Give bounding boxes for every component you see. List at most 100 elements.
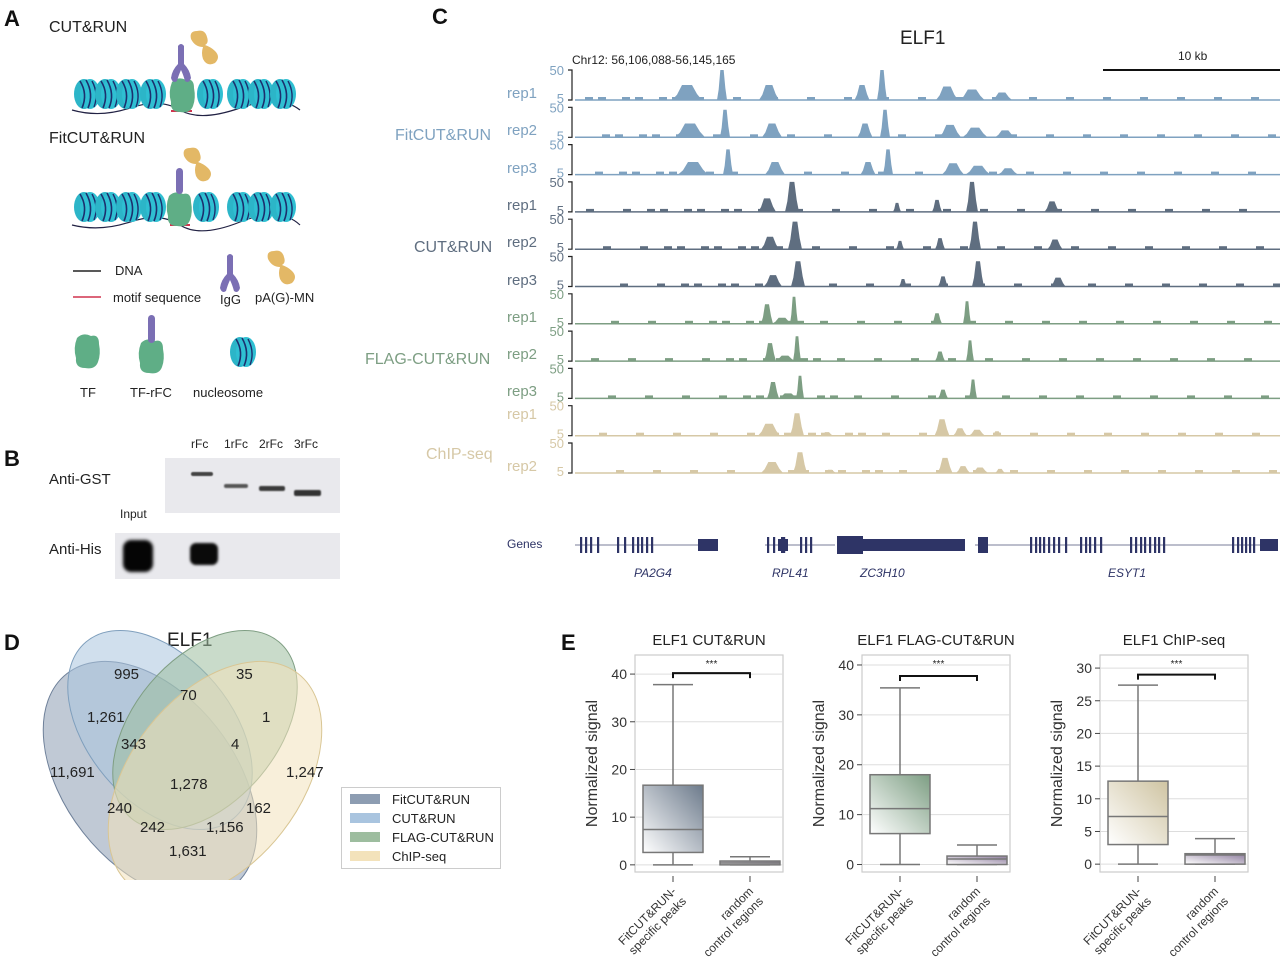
band xyxy=(294,490,321,496)
signal-blip xyxy=(1128,208,1136,212)
signal-blip xyxy=(849,246,857,250)
plot-frame xyxy=(634,654,784,873)
gene-label-rpl41: RPL41 xyxy=(772,566,809,580)
signal-blip xyxy=(694,283,702,287)
gene-exon xyxy=(1154,537,1157,553)
igg-legend-icon xyxy=(220,254,240,292)
signal-blip xyxy=(1158,470,1166,473)
signal-blip xyxy=(1140,97,1148,100)
gene-exon xyxy=(1058,537,1061,553)
signal-blip xyxy=(764,470,772,473)
signal-blip xyxy=(1268,134,1276,138)
signal-blip xyxy=(1096,358,1104,362)
signal-blip xyxy=(767,171,775,175)
signal-peak xyxy=(966,181,978,212)
signal-blip xyxy=(874,358,882,362)
group-label-chipseq: ChIP-seq xyxy=(426,446,493,463)
xtick-label: randomcontrol regions xyxy=(918,884,993,959)
signal-blip xyxy=(808,432,816,436)
signal-blip xyxy=(1054,208,1062,212)
signal-blip xyxy=(1187,395,1195,399)
legend-motif-label: motif sequence xyxy=(113,290,202,305)
group-label-fitcutrun: FitCUT&RUN xyxy=(395,127,491,144)
track-rep-label: rep1 xyxy=(507,85,538,102)
signal-blip xyxy=(956,432,964,436)
signal-blip xyxy=(1273,283,1280,287)
signal-peak xyxy=(998,168,1018,175)
signal-blip xyxy=(639,134,647,138)
signal-blip xyxy=(1190,320,1198,324)
legend-pamn-label: pA(G)-MN xyxy=(255,290,315,305)
legend-swatch xyxy=(350,794,380,804)
track-rep-label: rep3 xyxy=(507,271,538,289)
signal-blip xyxy=(800,358,808,362)
signal-peak xyxy=(793,452,807,473)
legend-tf-label: TF xyxy=(80,385,96,400)
pamn-icon xyxy=(190,30,218,65)
plot-frame xyxy=(1099,654,1249,873)
signal-blip xyxy=(657,283,665,287)
track-axis-bracket xyxy=(568,106,573,138)
venn-region-count: 1 xyxy=(262,709,271,726)
signal-blip xyxy=(636,432,644,436)
box xyxy=(869,773,931,835)
signal-blip xyxy=(1239,208,1247,212)
signal-blip xyxy=(690,470,698,473)
panel-b-letter: B xyxy=(4,446,20,471)
signal-blip xyxy=(1256,246,1264,250)
venn-region-count: 4 xyxy=(231,736,240,753)
signal-blip xyxy=(943,208,951,212)
gene-exon xyxy=(1039,537,1042,553)
anti-his-label: Anti-His xyxy=(49,541,102,558)
plot-frame xyxy=(861,654,1011,873)
track-axis-bracket xyxy=(568,69,573,101)
xtick-label: FitCUT&RUN-specific peaks xyxy=(842,884,916,958)
xtick-label: FitCUT&RUN-specific peaks xyxy=(615,884,689,958)
ytick-label: 5 xyxy=(557,91,564,106)
gene-exon xyxy=(698,539,718,551)
signal-blip xyxy=(898,134,906,138)
genes-track-label: Genes xyxy=(507,537,543,551)
anti-gst-blot xyxy=(165,458,340,513)
venn-set-chipseq xyxy=(107,660,323,880)
gene-exon xyxy=(1163,537,1166,553)
significance-stars: *** xyxy=(1171,659,1183,670)
venn-legend-item: FitCUT&RUN xyxy=(350,791,470,807)
venn-region-count: 11,691 xyxy=(50,764,95,781)
signal-peak xyxy=(765,162,785,175)
signal-peak xyxy=(860,162,876,175)
nucleosome-legend-icon xyxy=(229,336,257,368)
boxplot-chart: ELF1 ChIP-seq 0 5 10 15 20 25 30 Normalized sign… xyxy=(1049,632,1249,960)
signal-blip xyxy=(1165,208,1173,212)
signal-blip xyxy=(1076,395,1084,399)
signal-blip xyxy=(1236,283,1244,287)
signal-peak xyxy=(793,336,801,362)
signal-peak xyxy=(939,124,961,138)
signal-blip xyxy=(1051,283,1059,287)
signal-blip xyxy=(906,208,914,212)
signal-blip xyxy=(1162,283,1170,287)
ytick-label: 0 xyxy=(619,857,627,873)
signal-blip xyxy=(875,470,883,473)
signal-blip xyxy=(672,97,680,100)
boxplot-title: ELF1 CUT&RUN xyxy=(652,632,765,649)
signal-blip xyxy=(640,246,648,250)
signal-blip xyxy=(952,171,960,175)
signal-blip xyxy=(955,97,963,100)
signal-blip xyxy=(903,283,911,287)
track-rep-label: rep1 xyxy=(507,308,538,326)
signal-peak xyxy=(767,382,779,399)
nucleosome-icon xyxy=(139,78,167,110)
ytick-label: 0 xyxy=(1084,856,1092,872)
legend-label: FitCUT&RUN xyxy=(392,791,470,807)
signal-blip xyxy=(669,171,677,175)
signal-blip xyxy=(787,134,795,138)
signal-blip xyxy=(1224,395,1232,399)
signal-blip xyxy=(734,208,742,212)
signal-peak xyxy=(761,304,773,324)
signal-blip xyxy=(825,470,833,473)
signal-blip xyxy=(1059,358,1067,362)
signal-blip xyxy=(837,358,845,362)
signal-blip xyxy=(756,395,764,399)
group-label-cutrun: CUT&RUN xyxy=(414,239,493,256)
